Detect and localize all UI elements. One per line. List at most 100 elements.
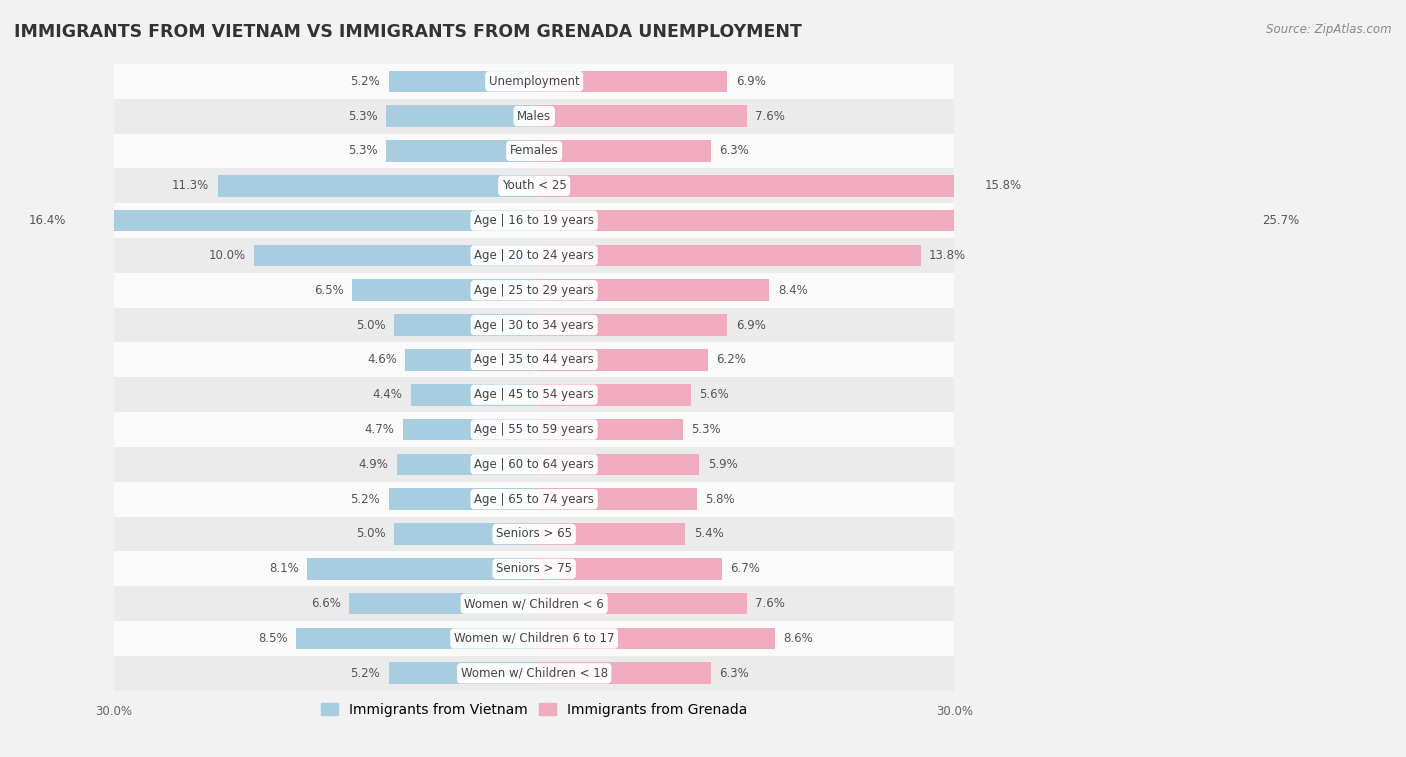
Bar [385,140,534,162]
Text: 5.9%: 5.9% [707,458,738,471]
Text: 8.5%: 8.5% [259,632,288,645]
Text: Women w/ Children < 18: Women w/ Children < 18 [461,667,607,680]
Text: 6.5%: 6.5% [314,284,343,297]
Bar [0,342,955,377]
Bar [0,133,955,168]
Bar [534,314,727,336]
Text: Youth < 25: Youth < 25 [502,179,567,192]
Bar [534,70,727,92]
Text: 11.3%: 11.3% [172,179,209,192]
Text: Females: Females [510,145,558,157]
Text: 4.7%: 4.7% [364,423,394,436]
Bar [394,523,534,545]
Bar [0,64,955,98]
Text: Seniors > 75: Seniors > 75 [496,562,572,575]
Text: Males: Males [517,110,551,123]
Bar [534,628,775,650]
Text: 6.6%: 6.6% [311,597,340,610]
Bar [394,314,534,336]
Bar [411,384,534,406]
Text: 8.1%: 8.1% [269,562,299,575]
Text: 4.4%: 4.4% [373,388,402,401]
Bar [534,488,696,510]
Bar [385,105,534,127]
Bar [534,419,682,441]
Text: 5.0%: 5.0% [356,528,385,540]
Bar [405,349,534,371]
Text: Seniors > 65: Seniors > 65 [496,528,572,540]
Text: IMMIGRANTS FROM VIETNAM VS IMMIGRANTS FROM GRENADA UNEMPLOYMENT: IMMIGRANTS FROM VIETNAM VS IMMIGRANTS FR… [14,23,801,41]
Text: Age | 55 to 59 years: Age | 55 to 59 years [474,423,593,436]
Bar [534,662,710,684]
Bar [534,384,690,406]
Text: Age | 25 to 29 years: Age | 25 to 29 years [474,284,595,297]
Bar [352,279,534,301]
Text: Age | 30 to 34 years: Age | 30 to 34 years [474,319,593,332]
Bar [0,447,955,481]
Text: 25.7%: 25.7% [1263,214,1299,227]
Text: 7.6%: 7.6% [755,597,786,610]
Bar [388,662,534,684]
Bar [402,419,534,441]
Text: 5.6%: 5.6% [699,388,730,401]
Bar [0,586,955,621]
Text: Unemployment: Unemployment [489,75,579,88]
Bar [0,238,955,273]
Text: Age | 16 to 19 years: Age | 16 to 19 years [474,214,595,227]
Bar [534,349,707,371]
Bar [534,453,699,475]
Bar [0,481,955,516]
Text: Age | 65 to 74 years: Age | 65 to 74 years [474,493,595,506]
Bar [396,453,534,475]
Bar [0,307,955,342]
Text: 5.8%: 5.8% [704,493,734,506]
Bar [218,175,534,197]
Text: 5.4%: 5.4% [693,528,724,540]
Text: 6.2%: 6.2% [716,354,747,366]
Bar [534,140,710,162]
Legend: Immigrants from Vietnam, Immigrants from Grenada: Immigrants from Vietnam, Immigrants from… [316,697,752,722]
Text: 5.0%: 5.0% [356,319,385,332]
Text: 7.6%: 7.6% [755,110,786,123]
Bar [534,210,1254,232]
Text: 13.8%: 13.8% [929,249,966,262]
Bar [75,210,534,232]
Text: 6.7%: 6.7% [730,562,761,575]
Bar [0,412,955,447]
Bar [534,279,769,301]
Text: 16.4%: 16.4% [30,214,66,227]
Bar [0,516,955,551]
Bar [0,377,955,412]
Text: 15.8%: 15.8% [986,179,1022,192]
Bar [297,628,534,650]
Bar [0,551,955,586]
Text: 6.3%: 6.3% [718,145,749,157]
Text: 5.3%: 5.3% [690,423,721,436]
Bar [254,245,534,266]
Bar [349,593,534,615]
Text: 6.3%: 6.3% [718,667,749,680]
Bar [0,98,955,133]
Text: 5.2%: 5.2% [350,493,380,506]
Text: 5.2%: 5.2% [350,667,380,680]
Text: 5.3%: 5.3% [347,145,377,157]
Text: 5.3%: 5.3% [347,110,377,123]
Bar [308,558,534,580]
Bar [0,168,955,203]
Text: Source: ZipAtlas.com: Source: ZipAtlas.com [1267,23,1392,36]
Text: 8.6%: 8.6% [783,632,813,645]
Text: 5.2%: 5.2% [350,75,380,88]
Text: Women w/ Children < 6: Women w/ Children < 6 [464,597,605,610]
Text: 10.0%: 10.0% [208,249,246,262]
Bar [534,105,747,127]
Bar [534,523,685,545]
Text: Age | 20 to 24 years: Age | 20 to 24 years [474,249,595,262]
Text: 8.4%: 8.4% [778,284,807,297]
Bar [534,175,977,197]
Text: Age | 35 to 44 years: Age | 35 to 44 years [474,354,595,366]
Bar [0,203,955,238]
Bar [0,621,955,656]
Text: Age | 45 to 54 years: Age | 45 to 54 years [474,388,595,401]
Bar [388,488,534,510]
Text: 4.6%: 4.6% [367,354,396,366]
